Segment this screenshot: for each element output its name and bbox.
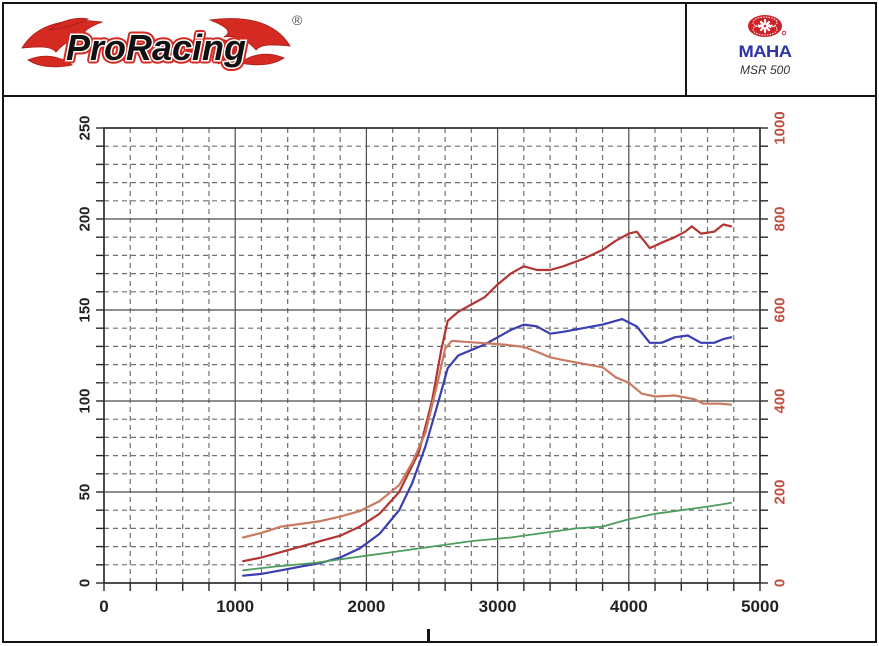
y-left-axis-label: 250 bbox=[76, 115, 93, 140]
y-left-axis-label: 100 bbox=[76, 388, 93, 413]
dyno-chart-svg: 0 1000 2000 3000 4000 5000 0 50 100 150 200 250 0 200… bbox=[76, 111, 788, 616]
green-curve bbox=[242, 501, 732, 572]
x-axis-label: 3000 bbox=[479, 597, 517, 616]
bottom-center-mark bbox=[427, 629, 430, 642]
brand-name-outline: ProRacing bbox=[66, 27, 246, 68]
maha-wordmark: MAHA bbox=[738, 42, 792, 61]
y-right-axis-label: 400 bbox=[771, 388, 788, 413]
y-left-axis-label: 200 bbox=[76, 206, 93, 231]
header-divider bbox=[685, 4, 687, 95]
flame-left-icon bbox=[21, 17, 104, 68]
y-right-axis-label: 800 bbox=[771, 206, 788, 231]
y-left-axis-label: 50 bbox=[76, 484, 93, 501]
proracing-logo: ProRacing ProRacing ProRacing bbox=[21, 17, 291, 72]
x-axis-label: 5000 bbox=[741, 597, 779, 616]
maha-logo-block: MAHA MSR 500 bbox=[705, 12, 825, 90]
registered-trademark-icon: ® bbox=[292, 12, 303, 28]
brand-name-gap: ProRacing bbox=[66, 27, 246, 68]
x-axis-label: 0 bbox=[99, 597, 108, 616]
y-right-axis-label: 1000 bbox=[771, 111, 788, 144]
x-axis-label: 4000 bbox=[610, 597, 648, 616]
y-left-axis-label: 0 bbox=[76, 579, 93, 587]
y-left-axis-label: 150 bbox=[76, 297, 93, 322]
x-axis-label: 2000 bbox=[347, 597, 385, 616]
flame-right-icon bbox=[208, 18, 291, 66]
x-axis-label: 1000 bbox=[216, 597, 254, 616]
plot-border bbox=[103, 127, 761, 584]
orange-curve bbox=[242, 339, 733, 539]
red-upper-curve bbox=[242, 223, 733, 563]
y-right-axis-label: 0 bbox=[771, 579, 788, 587]
maha-emblem-icon bbox=[748, 15, 787, 37]
y-right-axis-label: 200 bbox=[771, 479, 788, 504]
blue-curve bbox=[242, 318, 733, 577]
device-model-label: MSR 500 bbox=[739, 63, 791, 77]
header: ProRacing ProRacing ProRacing ® bbox=[4, 4, 875, 97]
chart-area: 0 1000 2000 3000 4000 5000 0 50 100 150 200 250 0 200… bbox=[0, 97, 879, 646]
y-right-axis-label: 600 bbox=[771, 297, 788, 322]
brand-name: ProRacing bbox=[66, 27, 246, 68]
